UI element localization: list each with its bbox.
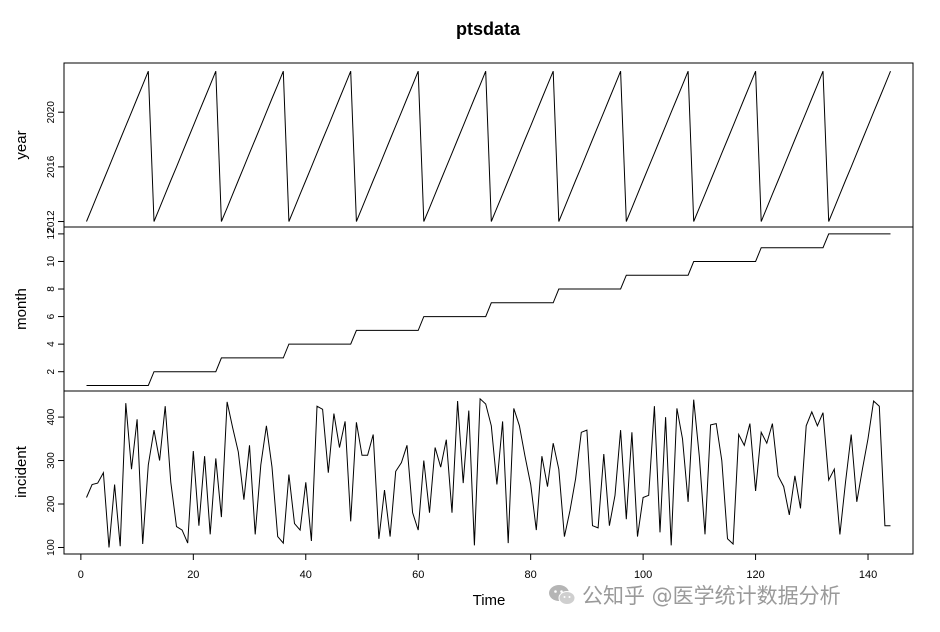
panel-month-ylabel: month: [13, 288, 30, 330]
panel-incident: incident 100 200 300 400: [13, 390, 914, 556]
panel-year-tick-label: 2020: [46, 101, 57, 124]
watermark: 公知乎 @医学统计数据分析: [548, 580, 841, 610]
panel-incident-line: [86, 397, 891, 548]
x-tick-label: 120: [746, 569, 764, 581]
panel-year-tick-label: 2012: [46, 210, 57, 233]
panel-incident-tick-label: 100: [46, 539, 57, 556]
wechat-icon: [549, 585, 576, 605]
panel-incident-tick-label: 400: [46, 408, 57, 425]
x-tick-label: 0: [78, 569, 84, 581]
panel-incident-ticks: 100 200 300 400: [46, 408, 64, 556]
panel-incident-ylabel: incident: [13, 445, 30, 498]
panel-incident-tick-label: 300: [46, 452, 57, 469]
panel-year-ticks: 2012 2016 2020: [46, 101, 64, 233]
panel-year-line: [86, 71, 891, 222]
watermark-text: 公知乎 @医学统计数据分析: [582, 584, 841, 608]
x-tick-label: 140: [859, 569, 877, 581]
chart-title: ptsdata: [456, 19, 521, 39]
panel-incident-frame: [63, 390, 914, 555]
panel-incident-tick-label: 200: [46, 495, 57, 512]
x-axis: 0 20 40 60 80 100 120 140: [78, 554, 877, 581]
panel-year-ylabel: year: [13, 130, 30, 159]
panel-year-tick-label: 2016: [46, 155, 57, 178]
x-tick-label: 80: [525, 569, 537, 581]
panel-month-tick-label: 8: [46, 286, 57, 292]
x-tick-label: 20: [187, 569, 199, 581]
panel-month-tick-label: 4: [46, 341, 57, 347]
panel-month-tick-label: 2: [46, 368, 57, 374]
panel-month-tick-label: 12: [46, 228, 57, 240]
panel-month-line: [86, 233, 891, 386]
x-axis-label: Time: [473, 592, 506, 609]
x-tick-label: 60: [412, 569, 424, 581]
x-tick-label: 40: [300, 569, 312, 581]
panel-year: year 2012 2016 2020: [13, 62, 914, 233]
panel-month-tick-label: 6: [46, 313, 57, 319]
panel-month-ticks: 2 4 6 8 10 12: [46, 228, 64, 374]
panel-month: month 2 4 6 8 10 12: [13, 226, 914, 392]
panel-month-tick-label: 10: [46, 255, 57, 267]
x-tick-label: 100: [634, 569, 652, 581]
